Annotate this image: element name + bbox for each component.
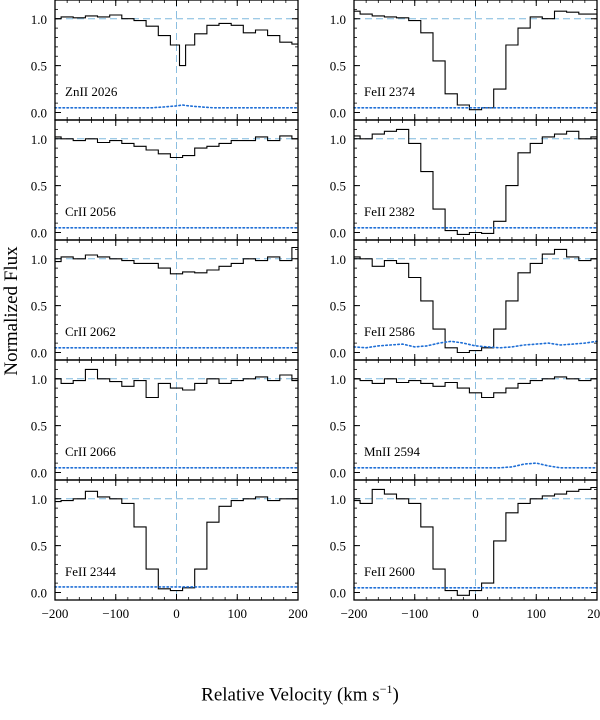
y-tick-label: 1.0 xyxy=(31,132,47,147)
panel-crii-2056: 0.0 0.5 1.0 CrII 2056 xyxy=(31,119,299,241)
y-axis-label: Normalized Flux xyxy=(1,246,22,376)
panel-crii-2066: 0.0 0.5 1.0 CrII 2066 xyxy=(31,359,299,481)
flux-spectrum xyxy=(354,376,597,399)
flux-spectrum xyxy=(354,248,597,354)
panel-label: FeII 2382 xyxy=(364,204,415,219)
x-tick-label: −200 xyxy=(341,606,368,621)
flux-spectrum xyxy=(55,368,298,399)
panel-label: FeII 2374 xyxy=(364,84,415,99)
panel-feii-2374: 0.0 0.5 1.0 FeII 2374 xyxy=(330,0,598,121)
y-tick-label: 1.0 xyxy=(31,492,47,507)
panel-feii-2382: 0.0 0.5 1.0 FeII 2382 xyxy=(330,119,598,241)
y-tick-label: 0.5 xyxy=(330,179,346,194)
panel-label: CrII 2056 xyxy=(65,204,116,219)
y-tick-label: 1.0 xyxy=(330,492,346,507)
flux-spectrum xyxy=(354,10,597,111)
x-tick-label: −200 xyxy=(42,606,69,621)
panel-feii-2600: 0.0 0.5 1.0 −200 −100 0 100 200 FeII 2600 xyxy=(330,479,600,621)
x-tick-label: 0 xyxy=(472,606,479,621)
y-tick-label: 0.0 xyxy=(31,586,47,601)
y-tick-label: 1.0 xyxy=(31,372,47,387)
y-tick-label: 0.5 xyxy=(31,539,47,554)
y-tick-label: 0.5 xyxy=(31,419,47,434)
panel-label: ZnII 2026 xyxy=(65,84,118,99)
error-spectrum xyxy=(353,340,598,349)
error-spectrum xyxy=(54,104,299,109)
x-tick-label: 0 xyxy=(173,606,180,621)
y-tick-label: 0.5 xyxy=(330,59,346,74)
flux-spectrum xyxy=(55,246,298,275)
flux-spectrum xyxy=(354,486,597,596)
panel-feii-2586: 0.0 0.5 1.0 FeII 2586 xyxy=(330,239,598,361)
y-tick-label: 0.0 xyxy=(330,586,346,601)
y-tick-label: 0.0 xyxy=(31,466,47,481)
y-tick-label: 0.5 xyxy=(31,299,47,314)
panel-feii-2344: 0.0 0.5 1.0 −200 −100 0 100 200 FeII 2344 xyxy=(31,479,308,621)
panel-label: FeII 2344 xyxy=(65,564,116,579)
panel-crii-2062: 0.0 0.5 1.0 CrII 2062 xyxy=(31,239,299,361)
y-tick-label: 0.5 xyxy=(330,539,346,554)
y-tick-label: 1.0 xyxy=(31,12,47,27)
flux-spectrum xyxy=(55,490,298,592)
y-tick-label: 0.5 xyxy=(330,299,346,314)
panel-znii-2026: 0.0 0.5 1.0 ZnII 2026 xyxy=(31,0,299,121)
y-tick-label: 1.0 xyxy=(330,252,346,267)
panel-label: CrII 2062 xyxy=(65,324,116,339)
x-axis-label: Relative Velocity (km s−1) xyxy=(0,682,600,706)
flux-spectrum xyxy=(354,128,597,235)
y-tick-label: 1.0 xyxy=(31,252,47,267)
x-axis-label-exponent: −1 xyxy=(379,682,393,696)
y-tick-label: 0.0 xyxy=(330,346,346,361)
panel-label: FeII 2586 xyxy=(364,324,415,339)
panel-label: MnII 2594 xyxy=(364,444,420,459)
x-axis-label-main: Relative Velocity (km s xyxy=(201,684,380,706)
y-tick-label: 0.0 xyxy=(31,346,47,361)
error-spectrum xyxy=(353,462,598,469)
x-tick-label: 200 xyxy=(288,606,308,621)
y-tick-label: 0.0 xyxy=(330,466,346,481)
x-tick-label: −100 xyxy=(102,606,129,621)
y-tick-label: 0.5 xyxy=(31,179,47,194)
y-tick-label: 0.5 xyxy=(31,59,47,74)
y-tick-label: 0.0 xyxy=(330,106,346,121)
x-axis-label-close: ) xyxy=(392,684,399,706)
panel-label: FeII 2600 xyxy=(364,564,415,579)
x-tick-label: −100 xyxy=(401,606,428,621)
flux-spectrum xyxy=(55,14,298,67)
x-tick-label: 200 xyxy=(587,606,600,621)
x-tick-label: 100 xyxy=(228,606,248,621)
y-tick-label: 0.0 xyxy=(31,226,47,241)
y-tick-label: 1.0 xyxy=(330,132,346,147)
y-tick-label: 0.0 xyxy=(31,106,47,121)
panel-mnii-2594: 0.0 0.5 1.0 MnII 2594 xyxy=(330,359,598,481)
y-tick-label: 0.0 xyxy=(330,226,346,241)
flux-spectrum xyxy=(55,135,298,159)
x-tick-label: 100 xyxy=(527,606,547,621)
panel-label: CrII 2066 xyxy=(65,444,116,459)
y-tick-label: 1.0 xyxy=(330,372,346,387)
y-tick-label: 1.0 xyxy=(330,12,346,27)
y-tick-label: 0.5 xyxy=(330,419,346,434)
